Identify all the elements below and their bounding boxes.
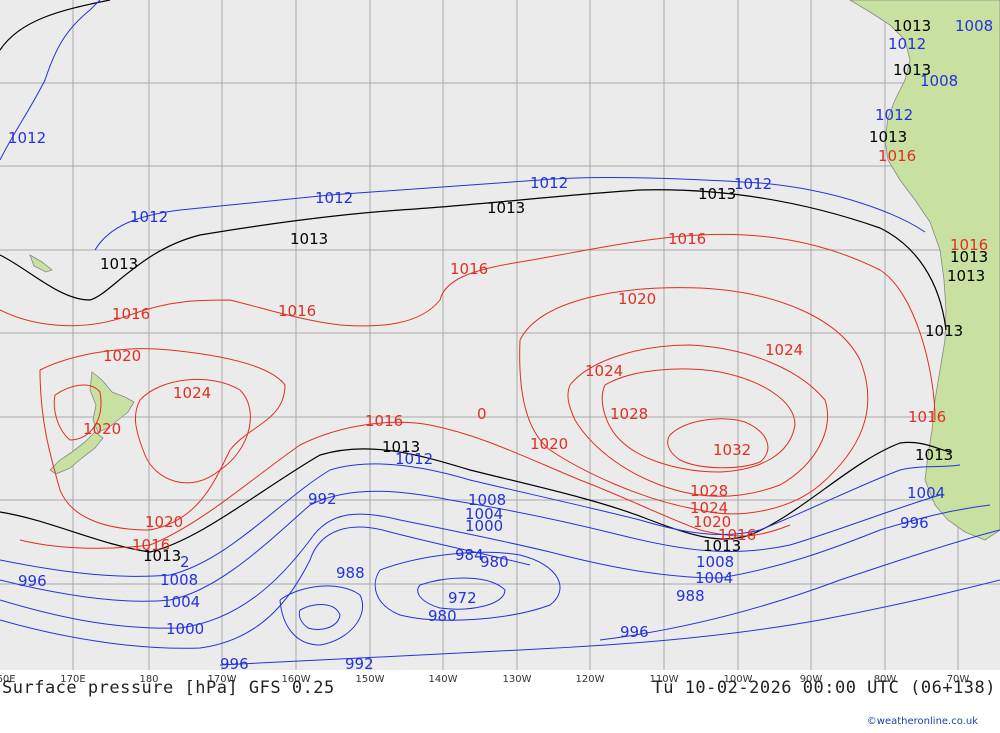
isobar-label: 996 <box>900 514 929 532</box>
isobar-label: 1016 <box>278 302 316 320</box>
isobar-label: 1012 <box>315 189 353 207</box>
isobar-label: 996 <box>18 572 47 590</box>
isobar-label: 1016 <box>132 536 170 554</box>
isobar-label: 1024 <box>173 384 211 402</box>
isobar-label: 988 <box>676 587 705 605</box>
valid-time: Tu 10-02-2026 00:00 UTC (06+138) <box>652 678 996 698</box>
isobar-label: 1012 <box>395 450 433 468</box>
longitude-label: 100W <box>723 674 753 685</box>
isobar-label: 1000 <box>465 517 503 535</box>
isobar-label: 984 <box>455 546 484 564</box>
isobar-label: 1008 <box>696 553 734 571</box>
isobar-label: 1013 <box>869 128 907 146</box>
isobars-low <box>0 0 1000 666</box>
isobar-label: 988 <box>336 564 365 582</box>
isobar-label: 1024 <box>765 341 803 359</box>
isobar-label: 972 <box>448 589 477 607</box>
isobar-label: 1012 <box>888 35 926 53</box>
isobar-label: 996 <box>220 655 249 670</box>
isobar-label: 1008 <box>920 72 958 90</box>
isobar-label: 1012 <box>875 106 913 124</box>
south-america-land <box>849 0 1000 541</box>
isobar-label: 1020 <box>145 513 183 531</box>
isobar-label: 1016 <box>112 305 150 323</box>
isobar-label: 1013 <box>487 199 525 217</box>
credit-link[interactable]: ©weatheronline.co.uk <box>866 716 978 727</box>
isobar-label: 1016 <box>908 408 946 426</box>
landmasses <box>29 0 1000 541</box>
isobar-label: 1016 <box>950 236 988 254</box>
longitude-label: 80W <box>873 674 897 685</box>
isobar-label: 1024 <box>585 362 623 380</box>
isobar-label: 1004 <box>465 505 503 523</box>
longitude-label: 90W <box>799 674 823 685</box>
longitude-label: 170E <box>60 674 86 685</box>
longitude-label: 140W <box>428 674 458 685</box>
isobar-label: 1013 <box>947 267 985 285</box>
isobar-label: 1013 <box>893 61 931 79</box>
isobar-labels: 1013 1013 1013 1013 1013 1013 1013 1013 … <box>8 17 993 670</box>
isobar-label: 1016 <box>878 147 916 165</box>
isobar-label: 1020 <box>693 513 731 531</box>
longitude-label: 110W <box>649 674 679 685</box>
isobar-label: 1028 <box>690 482 728 500</box>
isobar-label: 980 <box>428 607 457 625</box>
isobar-label: 1013 <box>100 255 138 273</box>
longitude-label: 150W <box>355 674 385 685</box>
isobar-label: 1020 <box>618 290 656 308</box>
isobar-label: 1013 <box>703 537 741 555</box>
longitude-label: 120W <box>575 674 605 685</box>
isobar-label: 1004 <box>162 593 200 611</box>
longitude-label: 70W <box>946 674 970 685</box>
isobar-label: 1013 <box>925 322 963 340</box>
isobar-label: 1012 <box>8 129 46 147</box>
isobar-label: 992 <box>345 655 374 670</box>
isobar-label: 1012 <box>734 175 772 193</box>
island-northwest <box>29 254 53 273</box>
longitude-label: 60E <box>0 674 16 685</box>
isobar-label: 1016 <box>365 412 403 430</box>
map-title: Surface pressure [hPa] GFS 0.25 <box>2 678 335 698</box>
isobar-label: 1008 <box>468 491 506 509</box>
isobar-label: 1013 <box>893 17 931 35</box>
isobar-label: 1016 <box>668 230 706 248</box>
isobar-label: 1008 <box>955 17 993 35</box>
isobar-label: 1013 <box>698 185 736 203</box>
isobar-label: 1032 <box>713 441 751 459</box>
isobar-label: 1004 <box>907 484 945 502</box>
longitude-label: 130W <box>502 674 532 685</box>
isobar-label: 2 <box>180 553 190 571</box>
isobar-label: 1004 <box>695 569 733 587</box>
isobar-label: 1000 <box>166 620 204 638</box>
isobar-label: 1013 <box>950 248 988 266</box>
longitude-label: 160W <box>281 674 311 685</box>
longitude-label: 170W <box>207 674 237 685</box>
isobar-label: 1024 <box>690 499 728 517</box>
isobars-standard <box>0 0 951 553</box>
isobar-label: 980 <box>480 553 509 571</box>
isobar-label: 1020 <box>530 435 568 453</box>
isobar-label: 1013 <box>143 547 181 565</box>
isobar-label: 1012 <box>130 208 168 226</box>
isobar-label: 0 <box>477 405 487 423</box>
pressure-map: 1013 1013 1013 1013 1013 1013 1013 1013 … <box>0 0 1000 670</box>
isobar-label: 1020 <box>103 347 141 365</box>
longitude-label: 180 <box>139 674 159 685</box>
isobar-label: 1008 <box>160 571 198 589</box>
isobar-label: 1016 <box>718 526 756 544</box>
lat-lon-grid <box>0 0 1000 670</box>
isobar-label: 1013 <box>382 438 420 456</box>
map-footer <box>0 670 1000 733</box>
isobar-label: 992 <box>308 490 337 508</box>
isobar-label: 996 <box>620 623 649 641</box>
isobar-label: 1016 <box>450 260 488 278</box>
isobar-label: 1013 <box>290 230 328 248</box>
new-zealand-north-island <box>89 371 135 433</box>
isobar-label: 1013 <box>915 446 953 464</box>
isobar-label: 1028 <box>610 405 648 423</box>
isobar-label: 1020 <box>83 420 121 438</box>
isobar-label: 1012 <box>530 174 568 192</box>
isobars-high <box>0 233 936 549</box>
